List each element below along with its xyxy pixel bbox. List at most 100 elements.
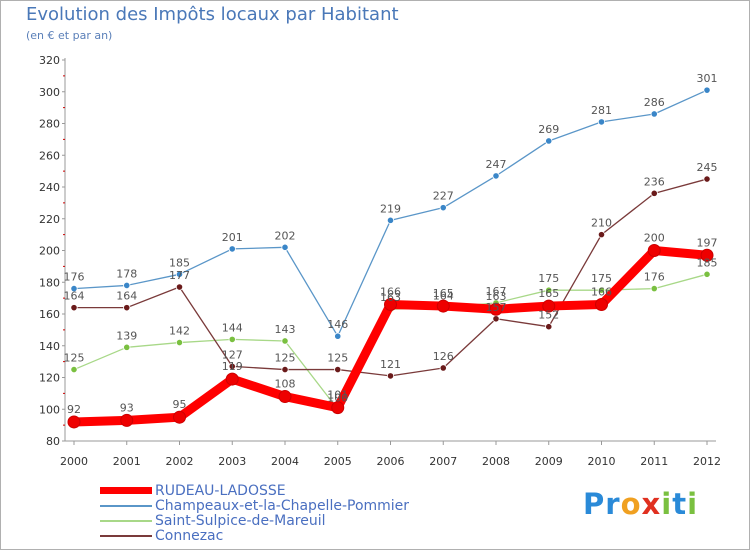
data-label: 163 [486, 290, 507, 303]
x-tick-label: 2002 [166, 455, 194, 468]
brand-letter: P [583, 487, 606, 521]
y-tick-label: 200 [39, 245, 60, 258]
data-point [228, 362, 236, 370]
data-label: 245 [697, 161, 718, 174]
legend-label: Champeaux-et-la-Chapelle-Pommier [155, 498, 410, 514]
data-label: 152 [538, 309, 559, 322]
data-point [489, 302, 503, 316]
x-tick-label: 2001 [113, 455, 141, 468]
data-label: 125 [327, 352, 348, 365]
data-point [281, 243, 289, 251]
x-tick-label: 2006 [377, 455, 405, 468]
data-point [647, 244, 661, 257]
x-tick-label: 2003 [218, 455, 246, 468]
data-point [650, 110, 658, 118]
x-tick-label: 2004 [271, 455, 299, 468]
data-point [597, 118, 606, 126]
data-label: 167 [486, 285, 507, 298]
data-point [703, 175, 711, 183]
data-point [175, 338, 184, 347]
data-label: 286 [644, 96, 665, 109]
data-point [597, 231, 606, 239]
y-tick-label: 280 [39, 118, 60, 131]
data-point [545, 137, 553, 145]
data-label: 164 [64, 290, 85, 303]
data-point [228, 245, 236, 253]
x-tick-label: 2005 [324, 455, 352, 468]
data-point [334, 365, 342, 374]
legend-swatch [100, 505, 152, 507]
brand-letter: x [641, 487, 662, 521]
data-point [225, 372, 239, 386]
data-label: 219 [380, 202, 401, 215]
data-label: 202 [275, 229, 296, 242]
data-point [70, 365, 78, 374]
data-point [492, 315, 500, 323]
y-tick-label: 260 [39, 149, 60, 162]
data-label: 301 [697, 72, 718, 85]
x-tick-label: 2000 [60, 455, 88, 468]
data-point [120, 413, 134, 427]
y-tick-label: 180 [39, 276, 60, 289]
y-tick-label: 240 [39, 181, 60, 194]
data-label: 142 [169, 325, 190, 338]
data-label: 157 [486, 301, 507, 314]
y-tick-label: 80 [46, 435, 60, 448]
data-point [281, 337, 289, 345]
data-label: 127 [222, 348, 243, 361]
data-point [650, 284, 658, 293]
y-tick-label: 100 [39, 403, 60, 416]
legend-item: Champeaux-et-la-Chapelle-Pommier [100, 498, 440, 514]
brand-letter: r [605, 487, 621, 521]
data-label: 227 [433, 190, 454, 203]
data-label: 93 [120, 401, 134, 414]
y-tick-label: 140 [39, 340, 60, 353]
y-tick-label: 320 [39, 54, 60, 67]
data-point [703, 270, 711, 278]
legend-item: Connezac [100, 528, 440, 544]
data-point [173, 410, 186, 424]
legend-item: Saint-Sulpice-de-Mareuil [100, 513, 440, 529]
data-label: 164 [116, 290, 137, 303]
brand-letter: i [661, 487, 673, 521]
data-point [70, 284, 78, 293]
data-point [492, 172, 500, 180]
brand-letter: t [672, 487, 688, 521]
data-point [386, 216, 395, 224]
data-point [545, 323, 553, 331]
data-label: 247 [486, 158, 507, 171]
data-label: 125 [275, 352, 296, 365]
data-label: 100 [327, 391, 348, 404]
x-tick-label: 2007 [429, 455, 457, 468]
data-point [439, 204, 447, 212]
data-label: 197 [697, 236, 718, 249]
data-label: 178 [116, 267, 137, 280]
data-point [703, 86, 711, 94]
data-label: 269 [538, 123, 559, 136]
data-point [545, 286, 553, 294]
data-point [175, 270, 184, 278]
data-label: 126 [433, 350, 454, 363]
x-tick-label: 2012 [693, 455, 721, 468]
data-label: 146 [327, 318, 348, 331]
data-label: 177 [169, 269, 190, 282]
data-label: 164 [433, 290, 454, 303]
data-label: 119 [222, 360, 243, 373]
data-point [700, 248, 714, 262]
data-point [439, 364, 447, 372]
chart-legend: RUDEAU-LADOSSE Champeaux-et-la-Chapelle-P… [100, 483, 440, 544]
data-point [175, 283, 184, 291]
data-label: 210 [591, 217, 612, 230]
x-tick-label: 2008 [482, 455, 510, 468]
data-point [228, 335, 236, 343]
x-tick-label: 2009 [535, 455, 563, 468]
data-label: 281 [591, 104, 612, 117]
data-label: 176 [644, 271, 665, 284]
data-label: 165 [538, 287, 559, 300]
legend-swatch [100, 535, 152, 537]
y-tick-label: 120 [39, 372, 60, 385]
data-point [597, 286, 606, 294]
data-point [70, 304, 78, 312]
brand-logo: Proxiti [583, 487, 698, 521]
data-point [331, 401, 345, 415]
